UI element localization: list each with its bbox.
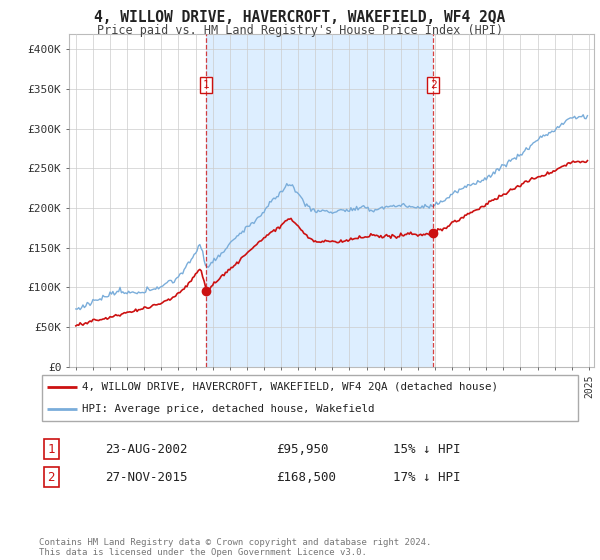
Text: £95,950: £95,950 — [276, 442, 329, 456]
Text: 27-NOV-2015: 27-NOV-2015 — [105, 470, 187, 484]
Text: 17% ↓ HPI: 17% ↓ HPI — [393, 470, 461, 484]
Text: 23-AUG-2002: 23-AUG-2002 — [105, 442, 187, 456]
Text: 1: 1 — [47, 442, 55, 456]
Text: 15% ↓ HPI: 15% ↓ HPI — [393, 442, 461, 456]
Text: 1: 1 — [203, 80, 209, 90]
Text: 2: 2 — [430, 80, 437, 90]
Bar — [206, 34, 433, 367]
Text: Price paid vs. HM Land Registry's House Price Index (HPI): Price paid vs. HM Land Registry's House … — [97, 24, 503, 36]
Text: HPI: Average price, detached house, Wakefield: HPI: Average price, detached house, Wake… — [82, 404, 375, 414]
Text: £168,500: £168,500 — [276, 470, 336, 484]
Text: 2: 2 — [47, 470, 55, 484]
Text: 4, WILLOW DRIVE, HAVERCROFT, WAKEFIELD, WF4 2QA: 4, WILLOW DRIVE, HAVERCROFT, WAKEFIELD, … — [94, 10, 506, 25]
Text: Contains HM Land Registry data © Crown copyright and database right 2024.
This d: Contains HM Land Registry data © Crown c… — [39, 538, 431, 557]
Text: 4, WILLOW DRIVE, HAVERCROFT, WAKEFIELD, WF4 2QA (detached house): 4, WILLOW DRIVE, HAVERCROFT, WAKEFIELD, … — [82, 382, 499, 392]
FancyBboxPatch shape — [42, 376, 578, 421]
